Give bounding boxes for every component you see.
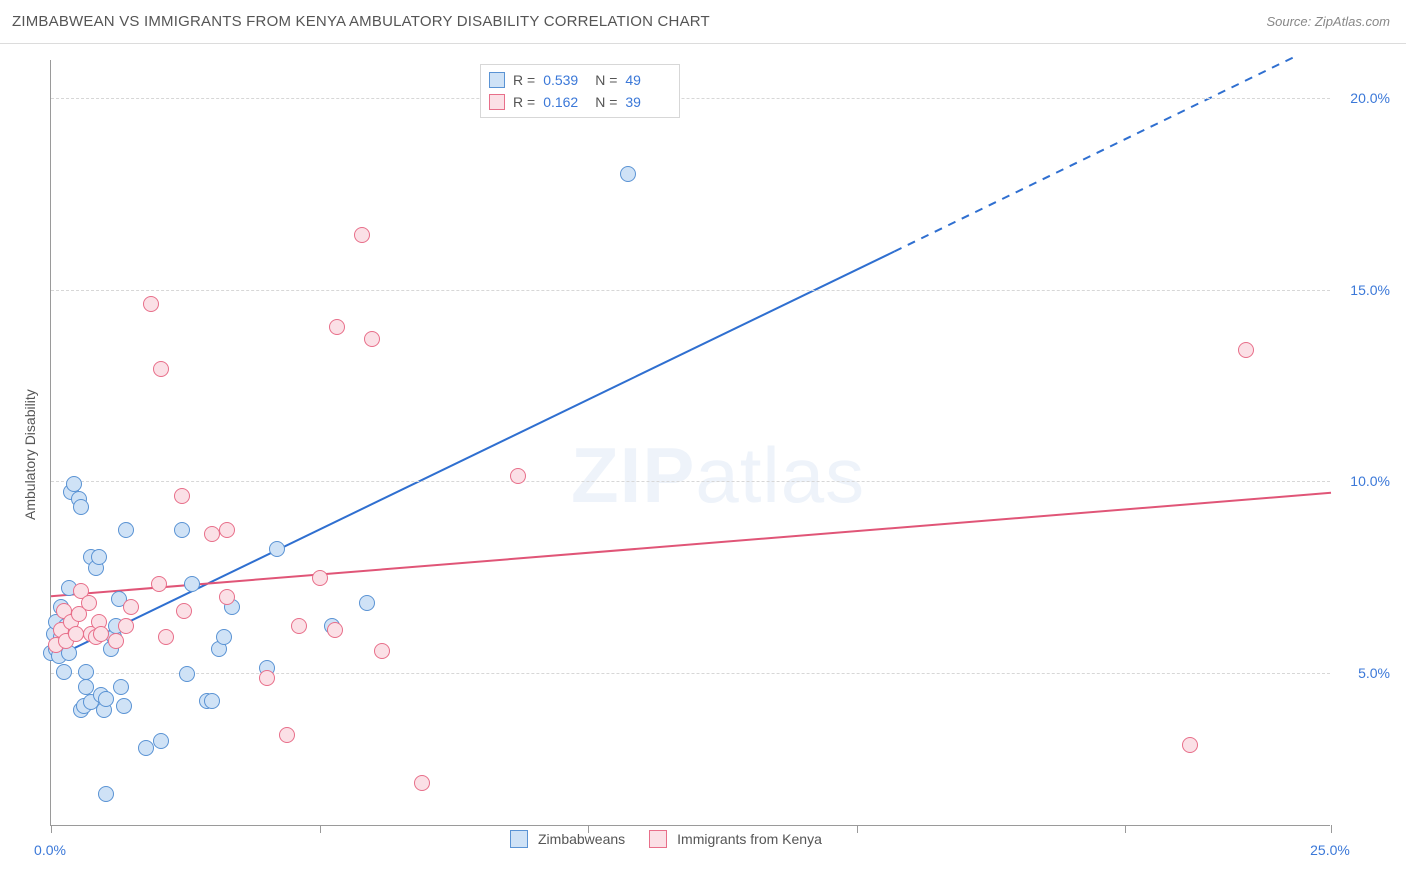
scatter-point-zimbabweans [179, 666, 195, 682]
series-label-kenya: Immigrants from Kenya [677, 831, 822, 847]
gridline [51, 481, 1330, 482]
scatter-point-zimbabweans [91, 549, 107, 565]
scatter-point-kenya [219, 589, 235, 605]
scatter-point-zimbabweans [216, 629, 232, 645]
scatter-point-kenya [153, 361, 169, 377]
scatter-point-kenya [354, 227, 370, 243]
scatter-point-kenya [291, 618, 307, 634]
trendline-extend-zimbabweans [894, 56, 1296, 251]
scatter-point-zimbabweans [66, 476, 82, 492]
chart-title: ZIMBABWEAN VS IMMIGRANTS FROM KENYA AMBU… [12, 13, 710, 30]
r-value-kenya: 0.162 [543, 91, 587, 113]
scatter-point-zimbabweans [56, 664, 72, 680]
scatter-point-kenya [93, 626, 109, 642]
scatter-point-kenya [174, 488, 190, 504]
trend-lines [51, 60, 1331, 826]
scatter-point-kenya [143, 296, 159, 312]
scatter-point-kenya [81, 595, 97, 611]
r-label: R = [513, 91, 535, 113]
scatter-point-zimbabweans [78, 664, 94, 680]
series-label-zimbabweans: Zimbabweans [538, 831, 625, 847]
x-tick [320, 825, 321, 833]
scatter-point-kenya [364, 331, 380, 347]
scatter-point-zimbabweans [184, 576, 200, 592]
scatter-point-kenya [204, 526, 220, 542]
scatter-point-zimbabweans [118, 522, 134, 538]
n-label: N = [595, 91, 617, 113]
scatter-point-zimbabweans [98, 786, 114, 802]
legend-swatch-zimbabweans [489, 72, 505, 88]
source-attribution: Source: ZipAtlas.com [1266, 14, 1390, 29]
plot-area: ZIPatlas 5.0%10.0%15.0%20.0% [50, 60, 1330, 826]
series-legend: Zimbabweans Immigrants from Kenya [510, 830, 836, 848]
scatter-point-kenya [414, 775, 430, 791]
trendline-kenya [51, 493, 1331, 596]
chart-header: ZIMBABWEAN VS IMMIGRANTS FROM KENYA AMBU… [0, 0, 1406, 44]
series-swatch-kenya [649, 830, 667, 848]
y-tick-label: 20.0% [1350, 90, 1390, 106]
legend-swatch-kenya [489, 94, 505, 110]
scatter-point-zimbabweans [174, 522, 190, 538]
scatter-point-zimbabweans [116, 698, 132, 714]
scatter-point-kenya [151, 576, 167, 592]
scatter-point-kenya [259, 670, 275, 686]
series-swatch-zimbabweans [510, 830, 528, 848]
scatter-point-zimbabweans [98, 691, 114, 707]
scatter-point-kenya [108, 633, 124, 649]
scatter-point-kenya [510, 468, 526, 484]
scatter-point-kenya [329, 319, 345, 335]
y-axis-title: Ambulatory Disability [22, 389, 38, 520]
scatter-point-kenya [158, 629, 174, 645]
stats-row-zimbabweans: R = 0.539 N = 49 [489, 69, 669, 91]
n-label: N = [595, 69, 617, 91]
scatter-point-kenya [327, 622, 343, 638]
scatter-point-kenya [279, 727, 295, 743]
scatter-point-kenya [219, 522, 235, 538]
x-tick [1331, 825, 1332, 833]
scatter-point-zimbabweans [113, 679, 129, 695]
y-tick-label: 5.0% [1358, 665, 1390, 681]
y-tick-label: 15.0% [1350, 282, 1390, 298]
scatter-point-zimbabweans [78, 679, 94, 695]
r-value-zimbabweans: 0.539 [543, 69, 587, 91]
scatter-point-kenya [123, 599, 139, 615]
scatter-point-kenya [176, 603, 192, 619]
x-tick [51, 825, 52, 833]
scatter-point-kenya [1238, 342, 1254, 358]
r-label: R = [513, 69, 535, 91]
scatter-point-zimbabweans [73, 499, 89, 515]
x-tick [857, 825, 858, 833]
stats-row-kenya: R = 0.162 N = 39 [489, 91, 669, 113]
scatter-point-kenya [312, 570, 328, 586]
scatter-point-zimbabweans [359, 595, 375, 611]
x-tick-label: 25.0% [1310, 842, 1350, 858]
trendline-zimbabweans [51, 252, 894, 660]
scatter-point-kenya [1182, 737, 1198, 753]
scatter-point-zimbabweans [153, 733, 169, 749]
scatter-point-zimbabweans [269, 541, 285, 557]
scatter-point-kenya [68, 626, 84, 642]
n-value-kenya: 39 [625, 91, 669, 113]
scatter-point-zimbabweans [138, 740, 154, 756]
n-value-zimbabweans: 49 [625, 69, 669, 91]
scatter-point-zimbabweans [204, 693, 220, 709]
gridline [51, 98, 1330, 99]
scatter-point-zimbabweans [620, 166, 636, 182]
x-tick-label: 0.0% [34, 842, 66, 858]
y-tick-label: 10.0% [1350, 473, 1390, 489]
x-tick [1125, 825, 1126, 833]
stats-legend: R = 0.539 N = 49 R = 0.162 N = 39 [480, 64, 680, 118]
scatter-point-kenya [118, 618, 134, 634]
scatter-point-kenya [374, 643, 390, 659]
gridline [51, 673, 1330, 674]
gridline [51, 290, 1330, 291]
